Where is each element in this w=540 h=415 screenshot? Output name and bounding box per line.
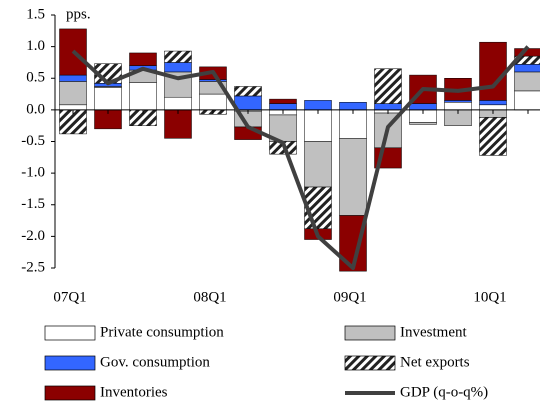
legend-label: Inventories: [100, 384, 168, 400]
y-tick-label: -0.5: [21, 133, 45, 149]
bar: [95, 88, 122, 110]
bar: [60, 75, 87, 81]
legend-swatch: [345, 356, 395, 370]
legend-label: Private consumption: [100, 324, 224, 340]
y-tick-label: 0.5: [26, 70, 45, 86]
y-tick-label: -1.5: [21, 196, 45, 212]
bar: [410, 123, 437, 125]
bar: [480, 117, 507, 155]
bar: [340, 102, 367, 110]
legend-label: GDP (q-o-q%): [400, 384, 488, 400]
legend-label: Net exports: [400, 354, 470, 370]
bar: [235, 96, 262, 110]
bar: [130, 83, 157, 110]
bar: [375, 104, 402, 110]
bar: [165, 110, 192, 138]
x-tick-label: 08Q1: [193, 289, 226, 305]
bar: [130, 53, 157, 66]
bar: [515, 91, 540, 110]
legend-label: Gov. consumption: [100, 354, 210, 370]
bar: [480, 105, 507, 110]
bar: [340, 110, 367, 138]
legend-swatch: [345, 326, 395, 340]
bar: [515, 64, 540, 72]
x-tick-label: 07Q1: [53, 289, 86, 305]
bar: [165, 62, 192, 71]
y-axis-unit: pps.: [66, 6, 91, 22]
legend-label: Investment: [400, 324, 467, 340]
bar: [165, 51, 192, 62]
bar: [165, 97, 192, 110]
legend-swatch: [45, 326, 95, 340]
y-tick-label: -2.5: [21, 259, 45, 275]
y-tick-label: 1.5: [26, 6, 45, 22]
bar: [480, 100, 507, 104]
bar: [445, 102, 472, 110]
x-tick-label: 10Q1: [473, 289, 506, 305]
legend-swatch: [45, 356, 95, 370]
y-tick-label: 1.0: [26, 38, 45, 54]
bar: [270, 99, 297, 103]
bar: [60, 81, 87, 104]
bar: [445, 100, 472, 102]
x-tick-label: 09Q1: [333, 289, 366, 305]
legend-swatch: [45, 386, 95, 400]
bar: [235, 86, 262, 95]
bar: [305, 100, 332, 109]
bar: [270, 104, 297, 110]
bar: [340, 138, 367, 215]
bar: [480, 42, 507, 100]
bar: [305, 110, 332, 142]
y-tick-label: 0.0: [26, 101, 45, 117]
bar: [410, 104, 437, 110]
bar: [60, 105, 87, 110]
bar: [305, 142, 332, 188]
bar: [515, 72, 540, 91]
bar: [375, 69, 402, 104]
y-tick-label: -2.0: [21, 228, 45, 244]
bar: [200, 94, 227, 110]
bar: [200, 80, 227, 82]
y-tick-label: -1.0: [21, 165, 45, 181]
